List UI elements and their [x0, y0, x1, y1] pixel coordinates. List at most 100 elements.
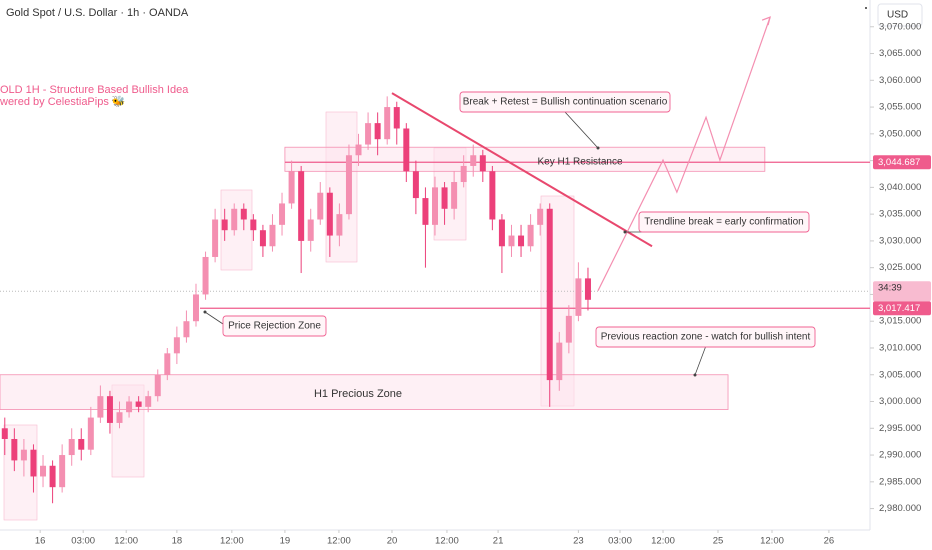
y-tick-label: 3,005.000: [879, 369, 921, 380]
x-tick-label: 12:00: [651, 536, 675, 547]
candle-body: [30, 449, 37, 477]
candle-body: [183, 321, 190, 338]
x-tick-label: 12:00: [327, 536, 351, 547]
y-tick-label: 3,065.000: [879, 48, 921, 59]
y-tick-label: 2,980.000: [879, 503, 921, 514]
annotation: Price Rejection Zone: [228, 321, 321, 332]
candle-body: [1, 428, 8, 439]
candle-body: [546, 208, 553, 381]
y-tick-label: 3,070.000: [879, 21, 921, 32]
annotation-box: [459, 91, 671, 113]
candle-body: [192, 294, 199, 322]
candle-body: [145, 396, 152, 407]
candle-body: [403, 128, 410, 172]
candle-body: [565, 315, 572, 343]
x-tick-label: 03:00: [608, 536, 632, 547]
candle-body: [221, 219, 228, 231]
candle-body: [441, 187, 448, 209]
x-tick-label: 25: [713, 536, 724, 547]
candle-body: [537, 208, 544, 225]
candle-body: [575, 278, 582, 316]
candle-body: [460, 165, 467, 183]
idea-author: wered by CelestiaPips 🐝: [0, 95, 126, 108]
y-tick-label: 2,995.000: [879, 423, 921, 434]
candle-body: [231, 208, 238, 231]
projection-path: [597, 16, 771, 291]
x-tick-label: 03:00: [71, 536, 95, 547]
candle-body: [422, 198, 429, 225]
candle-body: [470, 155, 477, 166]
y-tick-label: 2,990.000: [879, 450, 921, 461]
candle-body: [384, 107, 391, 140]
x-tick-label: 18: [172, 536, 183, 547]
candle-body: [202, 256, 209, 295]
candle-body: [317, 192, 324, 220]
candle-body: [432, 187, 438, 225]
candle-body: [279, 203, 286, 225]
chart-title: Gold Spot / U.S. Dollar · 1h · OANDA: [6, 7, 189, 19]
x-tick-label: 20: [387, 536, 398, 547]
idea-title: OLD 1H - Structure Based Bullish Idea: [0, 84, 189, 96]
y-tick-label: 3,010.000: [879, 342, 921, 353]
candle-body: [116, 412, 123, 423]
annotation-pointer: [204, 311, 224, 325]
x-tick-label: 26: [824, 536, 835, 547]
countdown: 34:39: [878, 283, 902, 294]
candle-body: [508, 235, 515, 247]
candle-body: [307, 219, 314, 241]
candle-body: [212, 219, 219, 257]
y-tick-label: 3,055.000: [879, 102, 921, 113]
x-tick-label: 23: [573, 536, 584, 547]
candle-body: [326, 192, 333, 236]
candle-body: [584, 278, 591, 300]
candle-body: [164, 353, 171, 375]
candle-body: [68, 438, 75, 456]
candle-body: [527, 224, 534, 247]
candle-body: [498, 219, 505, 247]
candle-body: [345, 155, 352, 215]
annotation-dot: [203, 310, 207, 314]
zone-label: H1 Precious Zone: [314, 388, 402, 400]
annotation: Previous reaction zone - watch for bulli…: [601, 332, 811, 343]
annotation-dot: [623, 230, 627, 234]
candle-body: [269, 224, 276, 247]
candle-body: [365, 123, 372, 145]
annotation-box: [595, 326, 816, 348]
zone: [284, 146, 766, 172]
price-tag: [873, 155, 931, 170]
y-tick-label: 3,000.000: [879, 396, 921, 407]
dot: [865, 7, 867, 9]
countdown-tag: [873, 281, 931, 302]
y-tick-label: 3,030.000: [879, 235, 921, 246]
price-tag: [873, 301, 931, 316]
candle-body: [20, 449, 27, 461]
annotation-pointer: [564, 111, 599, 149]
y-tick-label: 3,025.000: [879, 262, 921, 273]
annotation-pointer: [694, 346, 706, 376]
x-tick-label: 19: [280, 536, 291, 547]
annotation-dot: [693, 373, 697, 377]
x-tick-label: 12:00: [220, 536, 244, 547]
x-tick-label: 21: [493, 536, 504, 547]
candle-body: [154, 374, 161, 397]
candle-body: [374, 123, 381, 140]
candle-body: [87, 417, 94, 450]
zone-label: Key H1 Resistance: [537, 157, 622, 168]
candle-body: [451, 182, 458, 209]
candle-body: [479, 155, 486, 172]
candle-body: [40, 465, 47, 477]
y-tick-label: 3,035.000: [879, 209, 921, 220]
x-tick-label: 12:00: [114, 536, 138, 547]
candle-body: [126, 401, 133, 413]
plot: H1 Precious Zone Key H1 Resistance Break +…: [0, 16, 870, 504]
y-tick-label: 3,015.000: [879, 316, 921, 327]
x-tick-label: 12:00: [435, 536, 459, 547]
candle-body: [173, 337, 180, 354]
annotation-dot: [596, 146, 600, 150]
x-tick-label: 16: [35, 536, 46, 547]
annotation-box: [222, 315, 327, 337]
y-tick-label: 3,050.000: [879, 128, 921, 139]
candle-body: [556, 342, 563, 381]
candle-body: [288, 171, 295, 204]
candle-body: [135, 401, 142, 407]
